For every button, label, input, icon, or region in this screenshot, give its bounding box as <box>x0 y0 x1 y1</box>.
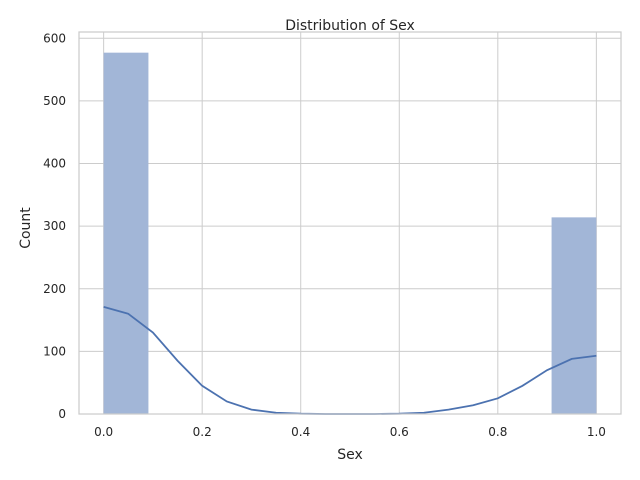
y-tick-label: 0 <box>58 407 66 421</box>
y-tick-label: 100 <box>43 344 66 358</box>
bar-layer <box>103 52 597 414</box>
y-ticks: 0 100 200 300 400 500 600 <box>43 31 66 421</box>
histogram-bar-1 <box>551 217 597 414</box>
x-axis-label: Sex <box>337 447 363 463</box>
y-axis-label: Count <box>18 207 34 249</box>
x-tick-label: 0.4 <box>291 425 310 439</box>
plot-frame <box>78 31 622 415</box>
grid-layer <box>79 32 621 415</box>
histogram-bar-0 <box>103 52 149 414</box>
kde-line <box>103 306 597 415</box>
x-tick-label: 0.0 <box>94 425 113 439</box>
x-tick-label: 0.6 <box>390 425 409 439</box>
x-tick-label: 0.2 <box>193 425 212 439</box>
x-ticks: 0.0 0.2 0.4 0.6 0.8 1.0 <box>94 425 606 439</box>
y-tick-label: 200 <box>43 282 66 296</box>
y-tick-label: 400 <box>43 157 66 171</box>
x-tick-label: 0.8 <box>488 425 507 439</box>
chart-title: Distribution of Sex <box>285 18 415 34</box>
x-tick-label: 1.0 <box>587 425 606 439</box>
y-tick-label: 600 <box>43 31 66 45</box>
y-tick-label: 500 <box>43 94 66 108</box>
y-tick-label: 300 <box>43 219 66 233</box>
